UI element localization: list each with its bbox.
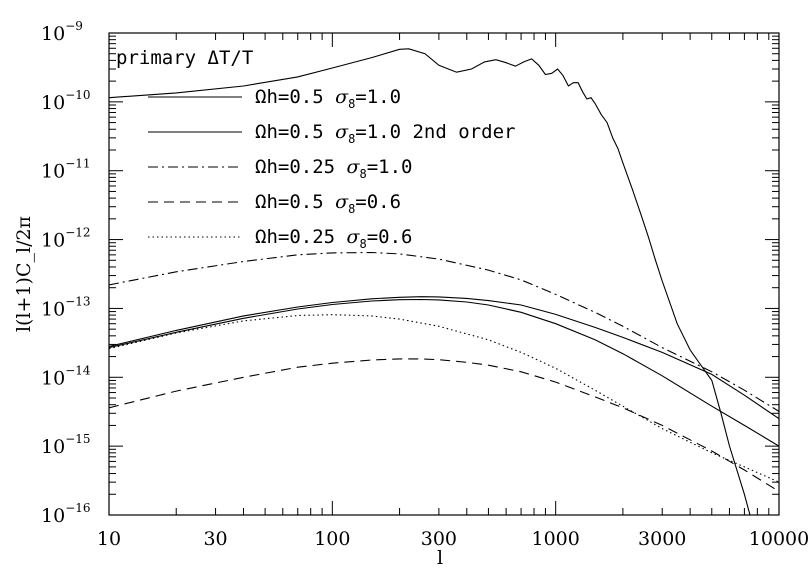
y-tick-labels: 10−9 10−10 10−11 10−12 10−13 10−14 10−15 10−16 [41, 19, 91, 527]
x-tick-labels: 10 30 100 300 1000 3000 10000 [97, 528, 809, 550]
y-tick-label: 10−10 [41, 88, 91, 114]
x-axis-title: l [437, 547, 443, 568]
legend-label: Ωh=0.25 σ8=0.6 [255, 226, 413, 251]
y-axis-title: l(l+1)C_l/2π [13, 216, 35, 332]
series-line-5 [109, 314, 779, 483]
x-tick-label: 10 [97, 528, 121, 550]
x-tick-label: 300 [421, 528, 457, 550]
plot-frame [108, 32, 780, 516]
legend-label: Ωh=0.5 σ8=0.6 [255, 191, 401, 216]
y-tick-label: 10−11 [41, 157, 91, 183]
y-tick-label: 10−16 [41, 501, 91, 527]
x-tick-label: 100 [314, 528, 350, 550]
series-lines [109, 48, 779, 515]
y-tick-label: 10−13 [41, 294, 91, 320]
series-line-4 [109, 358, 779, 492]
legend-label: Ωh=0.25 σ8=1.0 [255, 156, 413, 181]
series-line-0 [109, 48, 751, 515]
series-line-1 [109, 296, 779, 420]
legend: Ωh=0.5 σ8=1.0 Ωh=0.5 σ8=1.0 2nd order Ωh=0… [148, 86, 515, 251]
axis-ticks [108, 33, 780, 516]
y-tick-label: 10−9 [41, 19, 83, 45]
y-tick-label: 10−14 [41, 363, 91, 389]
y-tick-label: 10−12 [41, 226, 91, 252]
legend-label: Ωh=0.5 σ8=1.0 [255, 86, 401, 111]
series-line-2 [109, 298, 779, 447]
x-tick-label: 3000 [638, 528, 686, 550]
series-line-3 [109, 251, 779, 412]
y-tick-label: 10−15 [41, 432, 91, 458]
chart-annotation: primary ΔT/T [116, 47, 253, 69]
x-tick-label: 1000 [531, 528, 579, 550]
legend-label: Ωh=0.5 σ8=1.0 2nd order [255, 121, 515, 146]
x-tick-label: 30 [203, 528, 227, 550]
x-tick-label: 10000 [749, 528, 809, 550]
